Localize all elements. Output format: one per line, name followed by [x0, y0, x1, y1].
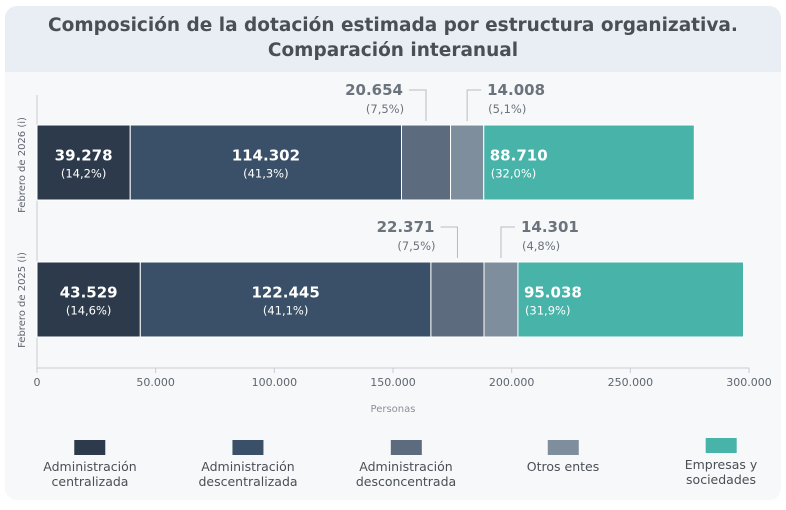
x-axis-title: Personas	[371, 404, 416, 415]
legend-item: Otros entes	[527, 440, 599, 474]
legend-item: Administración centralizada	[43, 440, 137, 489]
title-line-2: Comparación interanual	[267, 40, 519, 61]
data-label-pct: (7,5%)	[397, 239, 435, 253]
legend-label: desconcentrada	[355, 474, 457, 489]
data-label-pct: (41,1%)	[263, 304, 309, 318]
callout-leader	[466, 89, 482, 121]
chart-card	[5, 6, 781, 500]
title-band	[5, 6, 781, 72]
legend-label: Administración	[201, 459, 295, 474]
legend-label: Administración	[43, 459, 137, 474]
x-tick-label: 250.000	[608, 376, 654, 389]
x-tick-label: 100.000	[252, 376, 298, 389]
data-label-pct: (5,1%)	[488, 102, 526, 116]
legend-item: Administración descentralizada	[198, 440, 298, 489]
bar-segment	[139, 261, 432, 338]
data-label-pct: (4,8%)	[522, 239, 560, 253]
legend-swatch	[232, 440, 264, 455]
stacked-bar-chart: 0 50.000 100.000 150.000 200.000 250.000 300.0…	[17, 81, 772, 415]
x-tick-label: 50.000	[136, 376, 175, 389]
bar-segment	[483, 124, 695, 201]
legend-swatch	[74, 440, 106, 455]
data-label-value: 14.301	[521, 218, 579, 236]
legend-label: Empresas y	[684, 457, 758, 472]
data-label-value: 20.654	[345, 81, 403, 99]
x-tick-label: 150.000	[370, 376, 416, 389]
category-label: Febrero de 2026 (i)	[17, 117, 28, 213]
bar-segment	[129, 124, 402, 201]
bar-segment	[483, 261, 519, 338]
x-tick-label: 300.000	[726, 376, 772, 389]
data-label-value: 43.529	[60, 284, 118, 302]
callout-leader	[440, 226, 458, 258]
chart-legend: Administración centralizada Administración…	[0, 438, 786, 498]
callout-leader	[409, 89, 427, 121]
bar-segment	[36, 261, 141, 338]
callout-leader	[500, 226, 515, 258]
category-label: Febrero de 2025 (i)	[17, 252, 28, 348]
data-label-pct: (41,3%)	[243, 167, 289, 181]
legend-item: Administración desconcentrada	[356, 440, 456, 489]
bar-segment	[400, 124, 452, 201]
title-line-1: Composición de la dotación estimada por …	[48, 15, 738, 36]
legend-swatch	[547, 440, 579, 455]
legend-swatch	[705, 438, 737, 453]
legend-item: Empresas y sociedades	[684, 438, 758, 487]
data-label-value: 39.278	[55, 147, 113, 165]
legend-label: sociedades	[686, 472, 756, 487]
data-label-pct: (14,2%)	[61, 167, 107, 181]
x-tick-label: 200.000	[489, 376, 535, 389]
legend-swatch	[390, 440, 422, 455]
legend-label: Otros entes	[526, 459, 600, 474]
data-label-pct: (14,6%)	[66, 304, 112, 318]
bar-segment	[517, 261, 745, 338]
data-label-value: 114.302	[232, 147, 300, 165]
data-label-pct: (31,9%)	[525, 304, 571, 318]
legend-label: centralizada	[51, 474, 129, 489]
data-label-value: 88.710	[490, 147, 548, 165]
data-label-value: 22.371	[377, 218, 435, 236]
data-label-value: 14.008	[487, 81, 545, 99]
bar-segment	[450, 124, 485, 201]
x-tick-label: 0	[34, 376, 41, 389]
data-label-value: 95.038	[524, 284, 582, 302]
data-label-pct: (7,5%)	[366, 102, 404, 116]
legend-label: Administración	[359, 459, 453, 474]
chart-title: Composición de la dotación estimada por …	[5, 13, 781, 63]
legend-label: descentralizada	[198, 474, 298, 489]
data-label-pct: (32,0%)	[491, 167, 537, 181]
data-label-value: 122.445	[251, 284, 319, 302]
bar-segment	[430, 261, 485, 338]
